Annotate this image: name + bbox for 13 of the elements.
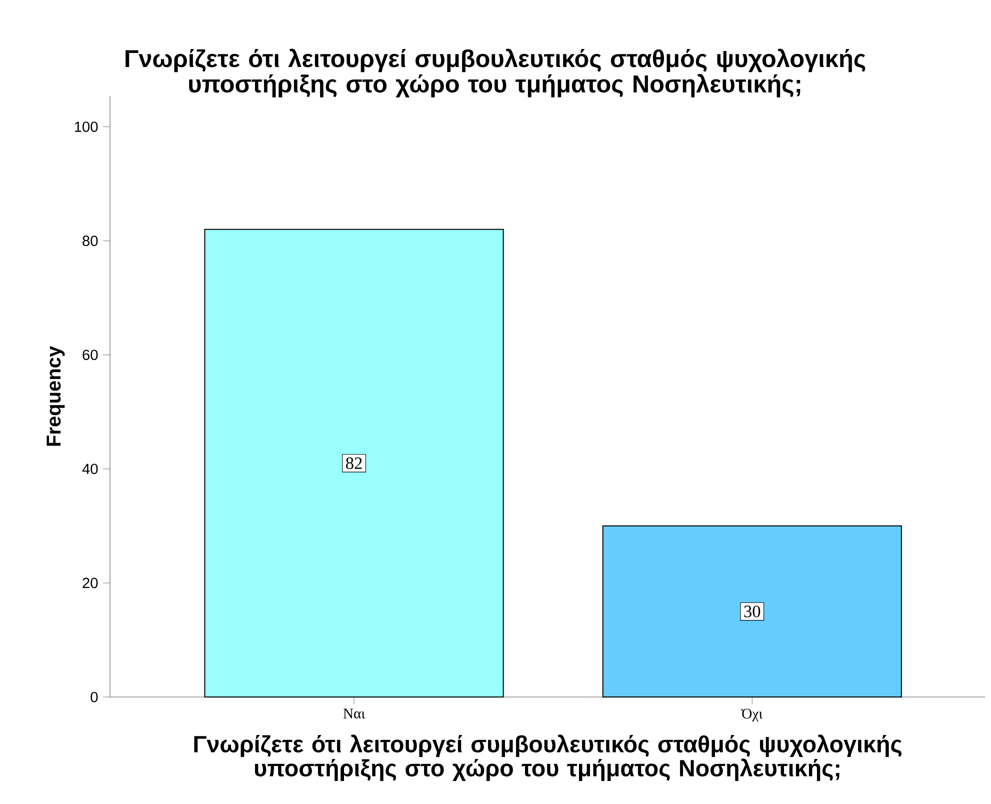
y-tick-label: 20 [82, 578, 98, 588]
x-axis-title: Γνωρίζετε ότι λειτουργεί συμβουλευτικός σταθμός ψυχολογικής υποστήριξης στο χώρο του τμήματος Νοσηλευτικής; [194, 734, 902, 782]
x-tick-label: Ναι [343, 708, 366, 718]
y-tick-label: 80 [82, 236, 98, 246]
y-tick-label: 60 [82, 350, 98, 360]
data-label: 82 [346, 457, 362, 470]
y-axis-title: Frequency [46, 346, 65, 446]
y-tick-label: 0 [90, 692, 98, 702]
x-tick-label: Όχι [741, 708, 763, 722]
chart-title: Γνωρίζετε ότι λειτουργεί συμβουλευτικός σταθμός ψυχολογικής υποστήριξης στο χώρο του τμήματος Νοσηλευτικής; [126, 48, 866, 98]
y-tick-label: 40 [82, 464, 98, 474]
y-tick-label: 100 [74, 122, 98, 132]
data-label: 30 [744, 606, 760, 618]
